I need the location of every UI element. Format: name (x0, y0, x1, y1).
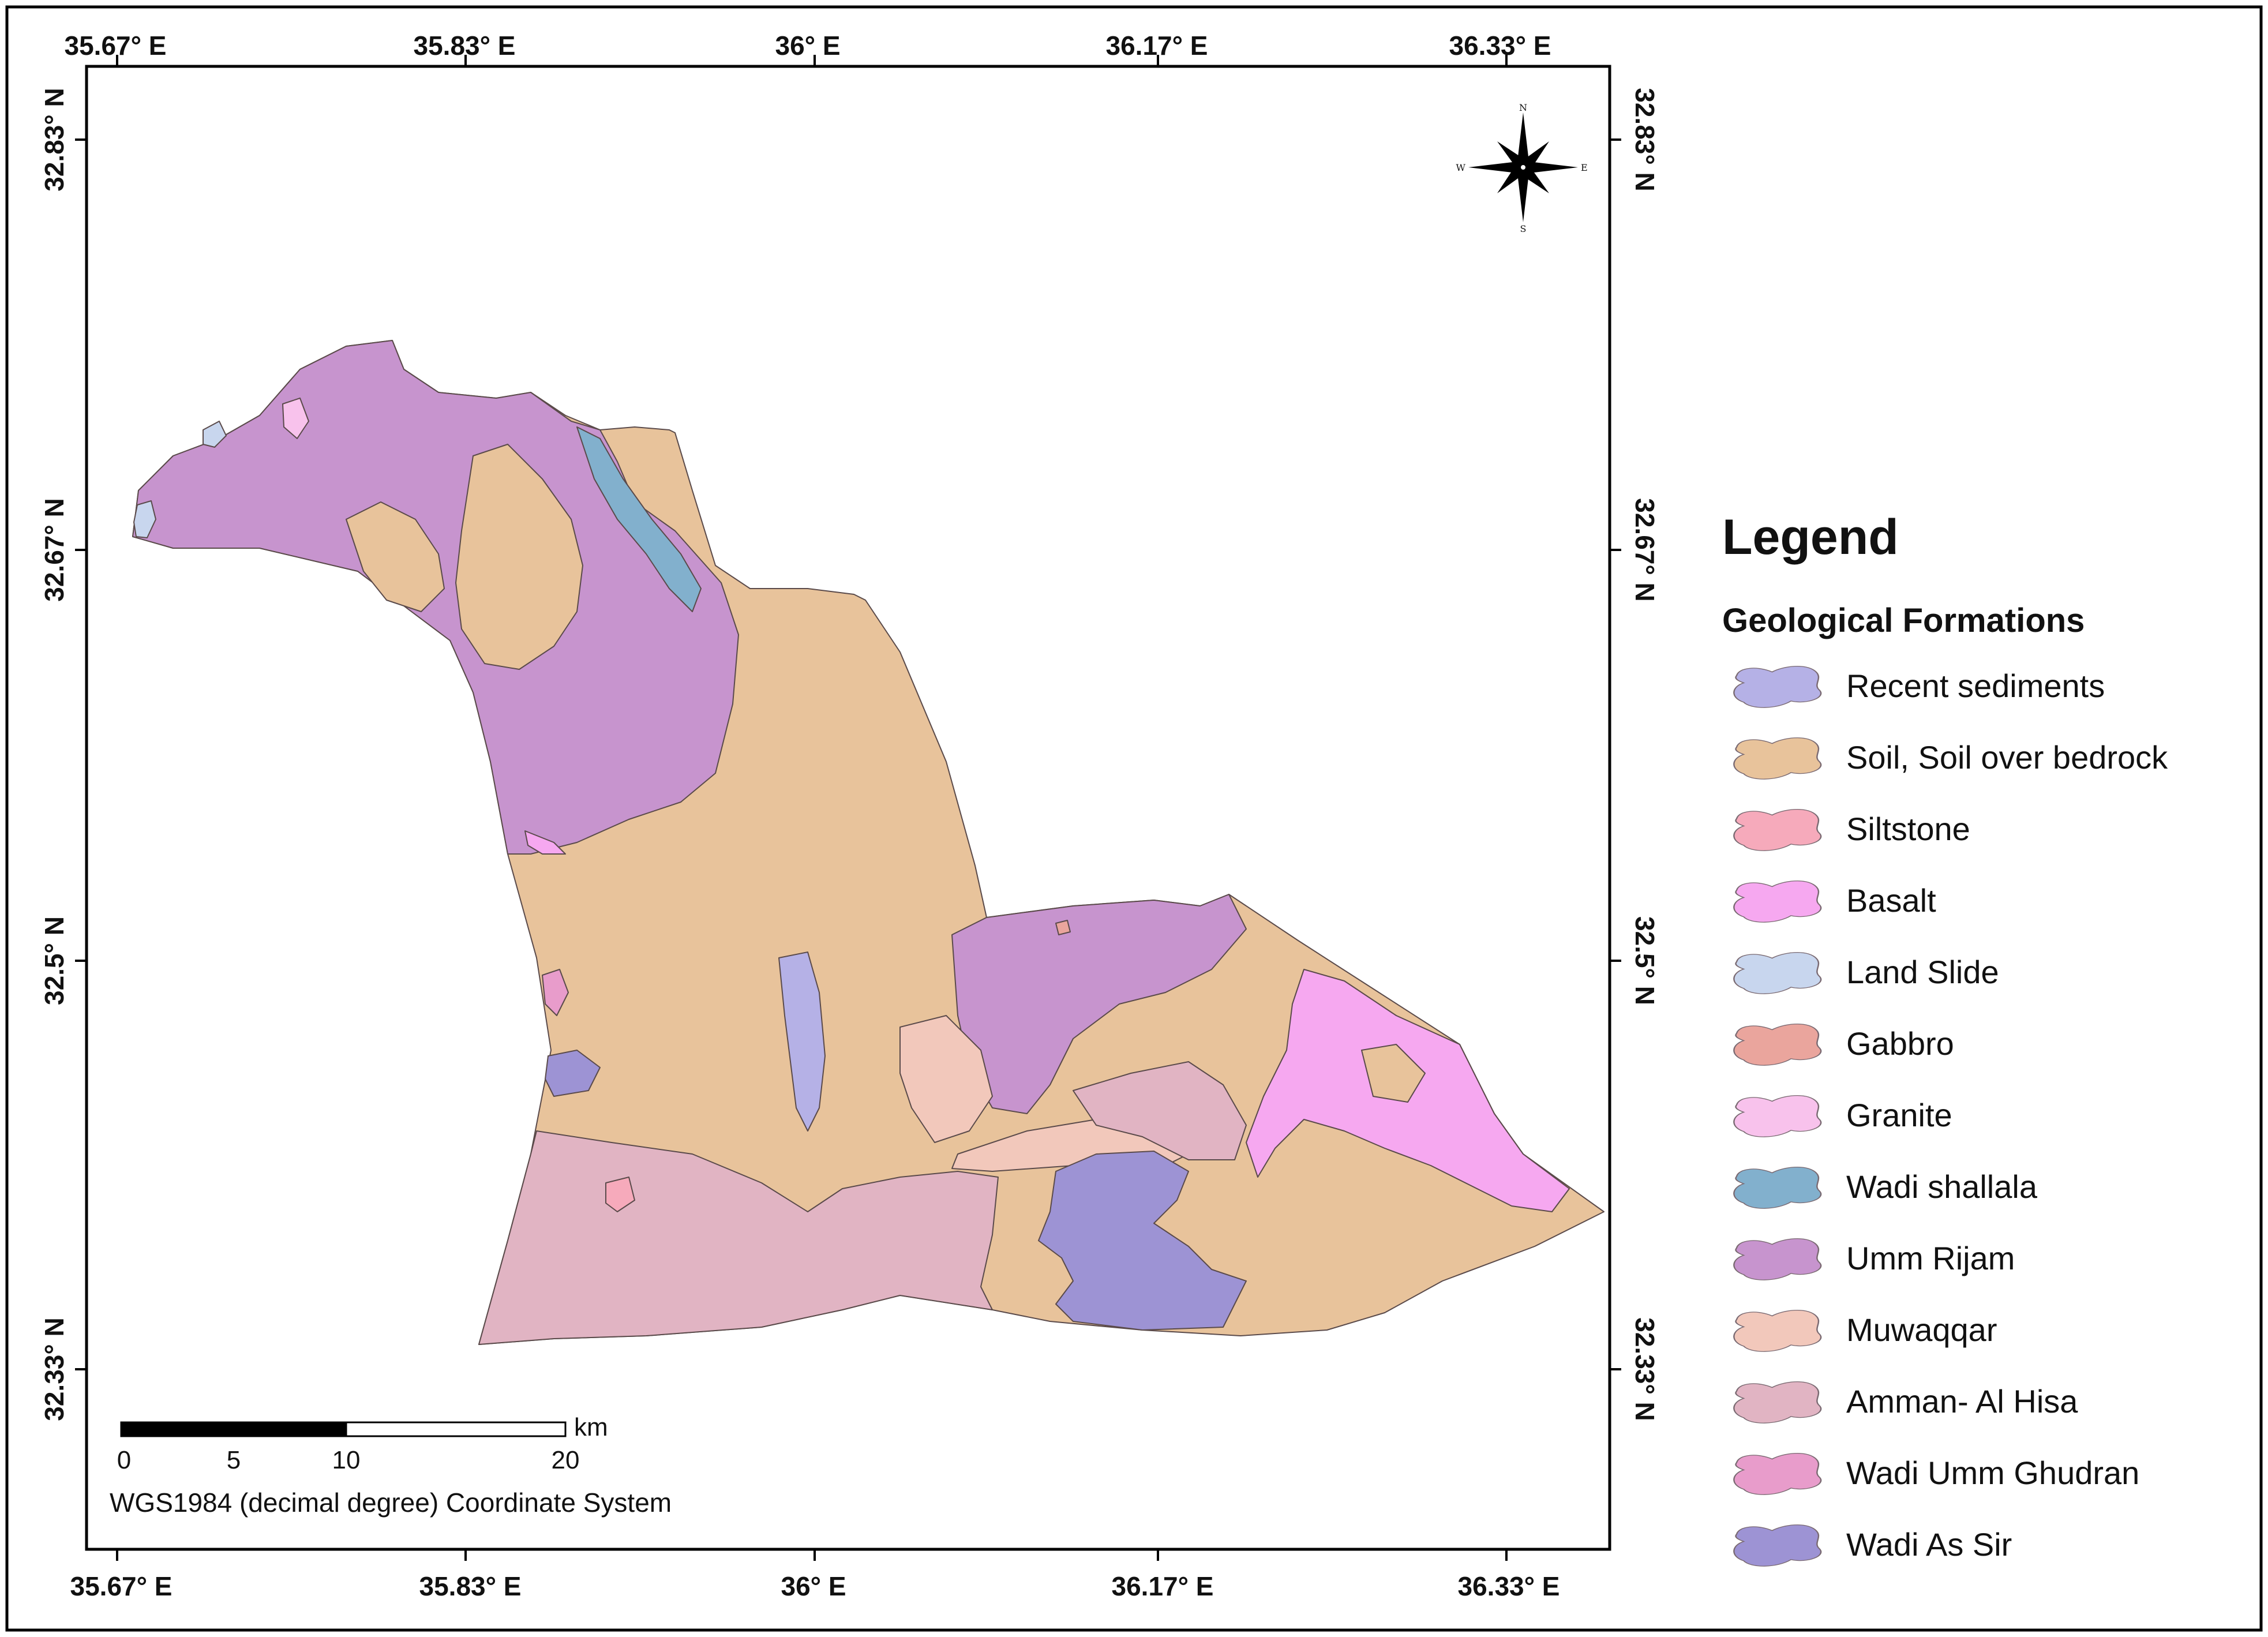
right-lat-label: 32.83° N (1630, 88, 1660, 192)
legend-swatch (1733, 1381, 1822, 1424)
top-lon-label: 35.67° E (65, 31, 167, 61)
scale-bar-label: 10 (332, 1446, 361, 1474)
compass-star (1497, 141, 1524, 167)
top-lon-label: 36° E (775, 31, 840, 61)
page-border (5, 5, 2263, 1632)
legend-subtitle: Geological Formations (1722, 602, 2085, 639)
compass-south-label: S (1520, 223, 1527, 234)
scale-bar-label: 0 (117, 1446, 131, 1474)
recent-sediments-central (778, 952, 826, 1132)
compass-star (1522, 167, 1549, 193)
wadi-as-sir-west (545, 1050, 601, 1097)
compass-north-label: N (1519, 102, 1527, 113)
compass-star (1517, 167, 1529, 222)
scale-bar-segment (345, 1421, 567, 1437)
top-lon-label: 36.33° E (1449, 31, 1551, 61)
legend-swatch (1733, 1167, 1822, 1209)
bottom-lon-label: 35.67° E (70, 1571, 173, 1601)
legend-title: Legend (1722, 510, 1899, 565)
granite-north (282, 398, 309, 439)
left-latitude-labels: 32.83° N 32.67° N 32.5° N 32.33° N (39, 88, 69, 1421)
legend-items: Recent sediments Soil, Soil over bedrock S… (1733, 666, 2168, 1567)
top-longitude-labels: 35.67° E 35.83° E 36° E 36.17° E 36.33° … (65, 31, 1551, 61)
scale-bar-unit: km (574, 1413, 608, 1441)
bottom-lon-label: 36.33° E (1458, 1571, 1560, 1601)
compass-west-label: W (1456, 162, 1466, 173)
soil-lobe-north (455, 444, 583, 670)
compass-star (1468, 162, 1523, 173)
amman-al-hisa-east (1073, 1061, 1247, 1160)
bottom-longitude-labels: 35.67° E 35.83° E 36° E 36.17° E 36.33° … (70, 1571, 1560, 1601)
siltstone-patch (605, 1177, 635, 1212)
compass-star (1523, 141, 1549, 168)
legend-item-label: Wadi As Sir (1846, 1526, 2012, 1563)
legend-item-label: Umm Rijam (1846, 1240, 2015, 1276)
top-lon-label: 36.17° E (1106, 31, 1208, 61)
gabbro-patch (1055, 920, 1071, 935)
scale-bar-label: 20 (552, 1446, 580, 1474)
land-slide-northwest (133, 500, 156, 538)
legend-item-label: Wadi shallala (1846, 1168, 2038, 1205)
north-arrow-compass: N S E W (1456, 102, 1588, 234)
legend-item-label: Granite (1846, 1097, 1952, 1133)
legend-swatch (1733, 809, 1822, 851)
legend-item-label: Recent sediments (1846, 668, 2105, 704)
scale-bar-label: 5 (227, 1446, 241, 1474)
wadi-umm-ghudran-west (542, 969, 569, 1016)
left-lat-label: 32.5° N (39, 916, 69, 1005)
right-lat-label: 32.67° N (1630, 498, 1660, 602)
right-lat-label: 32.33° N (1630, 1317, 1660, 1421)
legend-item-label: Muwaqqar (1846, 1312, 1997, 1348)
legend-item-label: Gabbro (1846, 1025, 1954, 1062)
compass-star (1497, 166, 1523, 193)
bottom-lon-label: 36° E (781, 1571, 846, 1601)
compass-east-label: E (1581, 162, 1588, 173)
wadi-as-sir-south (1038, 1151, 1247, 1331)
right-lat-label: 32.5° N (1630, 916, 1660, 1005)
study-area-geology (132, 340, 1605, 1345)
scale-bar-segment (120, 1421, 347, 1437)
left-lat-label: 32.33° N (39, 1317, 69, 1421)
legend-item-label: Basalt (1846, 882, 1936, 919)
coordinate-system-note: WGS1984 (decimal degree) Coordinate Syst… (110, 1488, 672, 1518)
legend-swatch (1733, 666, 1822, 708)
compass-star (1523, 162, 1578, 173)
legend-swatch (1733, 1024, 1822, 1066)
right-latitude-labels: 32.83° N 32.67° N 32.5° N 32.33° N (1630, 88, 1660, 1421)
left-lat-label: 32.67° N (39, 498, 69, 602)
muwaqqar-central (899, 1015, 993, 1143)
legend-swatch (1733, 1238, 1822, 1280)
land-slide-north (203, 421, 227, 448)
soil-inlier-east (1361, 1044, 1426, 1103)
legend: Legend Geological Formations Recent sedi… (1722, 510, 2168, 1567)
basalt-patch-west (524, 830, 566, 855)
legend-item-label: Wadi Umm Ghudran (1846, 1455, 2139, 1491)
bottom-lon-label: 36.17° E (1112, 1571, 1214, 1601)
soil-lobe-central (346, 501, 445, 612)
legend-swatch (1733, 952, 1822, 994)
frame-ticks (75, 55, 1621, 1561)
wadi-shallala-channel (576, 426, 702, 612)
legend-swatch (1733, 1095, 1822, 1137)
legend-swatch (1733, 1453, 1822, 1495)
legend-swatch (1733, 737, 1822, 780)
legend-item-label: Siltstone (1846, 811, 1970, 847)
top-lon-label: 35.83° E (414, 31, 516, 61)
compass-star (1517, 113, 1529, 167)
bottom-lon-label: 35.83° E (419, 1571, 522, 1601)
legend-item-label: Land Slide (1846, 954, 1999, 990)
legend-swatch (1733, 881, 1822, 923)
legend-item-label: Amman- Al Hisa (1846, 1383, 2078, 1419)
legend-swatch (1733, 1310, 1822, 1352)
compass-center (1520, 164, 1527, 171)
legend-swatch (1733, 1524, 1822, 1567)
left-lat-label: 32.83° N (39, 88, 69, 192)
scale-bar: 0 5 10 20 km (117, 1413, 608, 1474)
legend-item-label: Soil, Soil over bedrock (1846, 739, 2168, 776)
